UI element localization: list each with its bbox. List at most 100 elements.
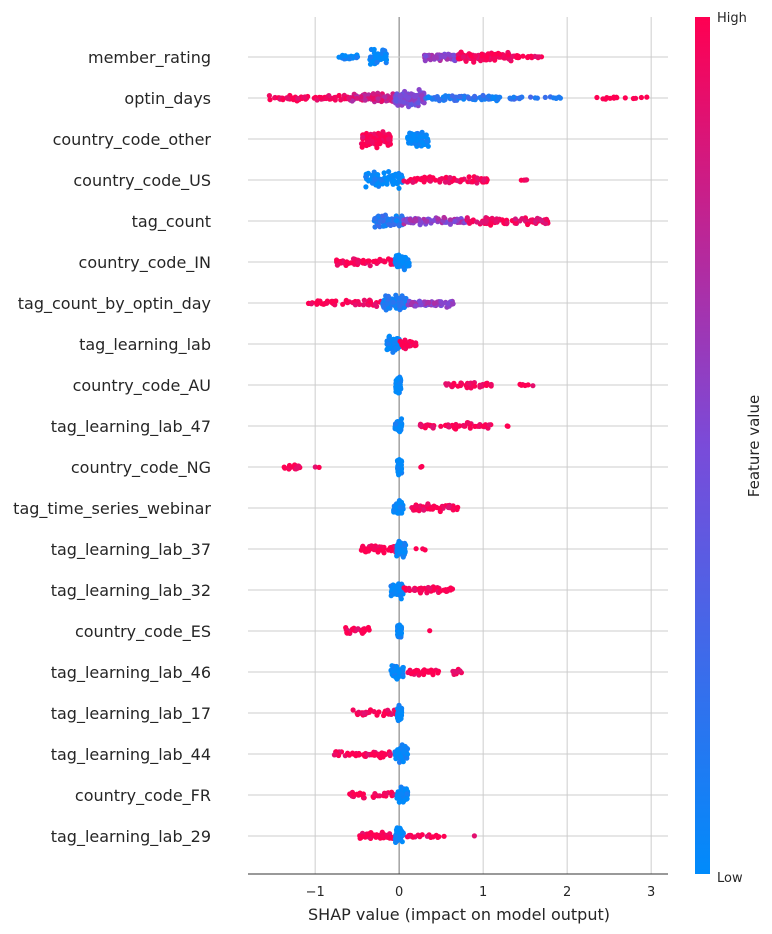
shap-point (408, 301, 414, 308)
shap-point (478, 58, 484, 64)
shap-point (417, 422, 423, 429)
shap-point (383, 53, 389, 60)
colorbar-low-label: Low (717, 871, 743, 886)
shap-point (397, 593, 404, 599)
shap-point (474, 175, 480, 181)
shap-point (381, 170, 387, 176)
shap-point (400, 295, 406, 301)
shap-point (528, 94, 534, 100)
shap-point (415, 100, 421, 106)
shap-point (483, 382, 490, 388)
shap-point (480, 423, 486, 429)
shap-point (376, 137, 382, 143)
shap-point (324, 300, 330, 306)
shap-point (396, 185, 402, 191)
shap-point (360, 260, 366, 266)
feature-rows: member_rating optin_days country_code_othe… (13, 48, 668, 847)
shap-point (460, 422, 466, 429)
shap-point (430, 668, 436, 674)
shap-point (334, 262, 340, 268)
shap-point (427, 174, 433, 180)
shap-point (413, 340, 419, 346)
shap-point (372, 301, 378, 307)
shap-point (405, 135, 411, 141)
shap-point (369, 172, 375, 178)
shap-point (453, 426, 459, 432)
shap-point (366, 258, 372, 264)
shap-point (474, 219, 480, 225)
shap-point (397, 461, 403, 467)
feature-label: tag_learning_lab_37 (51, 540, 211, 560)
shap-point (393, 172, 399, 178)
shap-point (413, 93, 419, 99)
shap-point (431, 300, 437, 306)
shap-point (285, 96, 291, 102)
colorbar-gradient (695, 17, 710, 874)
shap-point (426, 94, 432, 100)
shap-point (466, 220, 472, 226)
shap-point (489, 216, 495, 222)
shap-point (302, 94, 308, 100)
shap-point (430, 506, 436, 512)
shap-point (460, 54, 466, 60)
shap-point (359, 833, 365, 840)
shap-point (423, 53, 429, 59)
shap-point (413, 218, 419, 224)
shap-point (398, 754, 404, 760)
shap-point (469, 179, 476, 185)
shap-point (493, 219, 499, 225)
shap-point (594, 94, 600, 101)
shap-point (408, 102, 414, 108)
feature-label: country_code_NG (71, 458, 211, 478)
shap-point (387, 751, 393, 757)
shap-point (522, 382, 528, 389)
feature-label: tag_learning_lab_17 (51, 704, 211, 724)
feature-label: tag_learning_lab_44 (51, 745, 211, 765)
shap-point (400, 759, 406, 765)
shap-point (422, 58, 428, 64)
shap-point (400, 664, 406, 671)
shap-point (440, 301, 446, 307)
shap-point (542, 220, 549, 227)
shap-point (451, 57, 457, 63)
x-tick-label: 1 (479, 885, 487, 900)
shap-point (313, 300, 319, 306)
shap-point (312, 464, 318, 470)
shap-point (316, 464, 322, 470)
shap-point (542, 94, 548, 100)
shap-point (486, 93, 492, 99)
shap-point (375, 130, 381, 136)
shap-point (399, 829, 405, 835)
shap-point (401, 748, 407, 755)
shap-point (396, 669, 402, 675)
shap-point (424, 218, 430, 224)
shap-point (455, 504, 461, 510)
shap-point (396, 799, 402, 805)
shap-point (366, 178, 372, 184)
shap-point (361, 297, 367, 303)
shap-point (381, 712, 387, 719)
shap-point (384, 834, 390, 840)
shap-point (456, 93, 462, 100)
shap-point (377, 218, 383, 224)
shap-point (361, 711, 367, 717)
shap-point (466, 174, 472, 180)
shap-point (392, 421, 399, 427)
shap-point (520, 53, 526, 59)
shap-point (464, 385, 470, 391)
shap-point (397, 714, 403, 720)
shap-point (281, 464, 287, 470)
shap-point (436, 96, 442, 102)
shap-point (446, 424, 452, 430)
shap-point (336, 92, 342, 99)
shap-point (308, 301, 314, 307)
grid-lines (314, 17, 652, 874)
shap-point (391, 177, 397, 183)
shap-point (441, 54, 447, 60)
feature-label: country_code_other (53, 130, 212, 150)
shap-point (459, 177, 465, 183)
shap-point (377, 755, 383, 761)
shap-point (497, 51, 503, 57)
shap-point (404, 755, 410, 761)
shap-point (450, 506, 456, 512)
